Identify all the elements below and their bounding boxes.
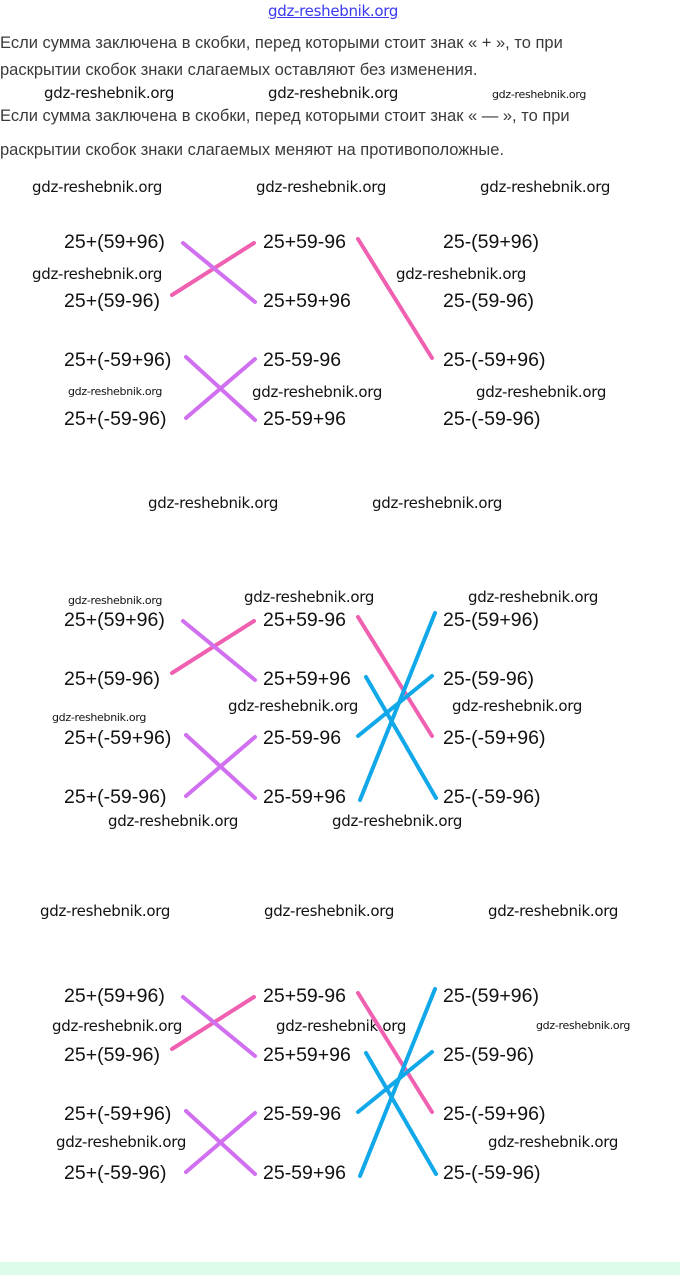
middle-expression: 25+59-96	[263, 609, 346, 631]
right-expression: 25-(59+96)	[443, 609, 539, 631]
right-expression: 25-(-59+96)	[443, 727, 546, 749]
rule-plus-line1: Если сумма заключена в скобки, перед кот…	[0, 34, 563, 52]
watermark: gdz-reshebnik.org	[480, 178, 611, 196]
purple-connection-line	[181, 619, 257, 682]
watermark: gdz-reshebnik.org	[228, 697, 359, 715]
middle-expression: 25+59-96	[263, 985, 346, 1007]
watermark: gdz-reshebnik.org	[536, 1019, 631, 1032]
middle-expression: 25-59+96	[263, 1162, 346, 1184]
left-expression: 25+(-59-96)	[64, 786, 167, 808]
watermark: gdz-reshebnik.org	[268, 84, 399, 102]
watermark: gdz-reshebnik.org	[244, 588, 375, 606]
right-expression: 25-(-59+96)	[443, 1103, 546, 1125]
middle-expression: 25-59-96	[263, 349, 342, 371]
footer-bar	[0, 1262, 680, 1275]
middle-expression: 25+59+96	[263, 290, 351, 312]
middle-expression: 25+59-96	[263, 231, 346, 253]
left-expression: 25+(59+96)	[64, 231, 165, 253]
watermark: gdz-reshebnik.org	[256, 178, 387, 196]
watermark: gdz-reshebnik.org	[148, 494, 279, 512]
purple-connection-line	[181, 995, 257, 1058]
watermark: gdz-reshebnik.org	[32, 265, 163, 283]
watermark: gdz-reshebnik.org	[108, 812, 239, 830]
purple-connection-line	[184, 357, 257, 420]
blue-connection-line	[356, 1050, 434, 1114]
left-expression: 25+(59+96)	[64, 609, 165, 631]
left-expression: 25+(-59-96)	[64, 1162, 167, 1184]
watermark-link[interactable]: gdz-reshebnik.org	[268, 2, 399, 20]
purple-connection-line	[184, 735, 257, 798]
rule-plus-line2: раскрытии скобок знаки слагаемых оставля…	[0, 61, 478, 79]
watermark: gdz-reshebnik.org	[332, 812, 463, 830]
watermark: gdz-reshebnik.org	[68, 594, 163, 607]
rule-minus-line2: раскрытии скобок знаки слагаемых меняют …	[0, 141, 505, 159]
blue-connection-line	[364, 1051, 438, 1176]
left-expression: 25+(-59+96)	[64, 349, 172, 371]
watermark: gdz-reshebnik.org	[52, 711, 147, 724]
pink-connection-line	[356, 991, 434, 1114]
watermark: gdz-reshebnik.org	[468, 588, 599, 606]
middle-expression: 25-59+96	[263, 408, 346, 430]
middle-expression: 25-59+96	[263, 786, 346, 808]
blue-connection-line	[364, 675, 438, 800]
watermark: gdz-reshebnik.org	[372, 494, 503, 512]
watermark: gdz-reshebnik.org	[252, 383, 383, 401]
right-expression: 25-(59-96)	[443, 668, 535, 690]
right-expression: 25-(59+96)	[443, 985, 539, 1007]
right-expression: 25-(59-96)	[443, 290, 535, 312]
right-expression: 25-(-59+96)	[443, 349, 546, 371]
left-expression: 25+(-59+96)	[64, 727, 172, 749]
pink-connection-line	[356, 615, 434, 738]
middle-expression: 25-59-96	[263, 727, 342, 749]
rule-minus-line1: Если сумма заключена в скобки, перед кот…	[0, 107, 570, 125]
watermark: gdz-reshebnik.org	[488, 1133, 619, 1151]
middle-expression: 25+59+96	[263, 1044, 351, 1066]
blue-connection-line	[356, 674, 434, 738]
watermark: gdz-reshebnik.org	[68, 385, 163, 398]
watermark: gdz-reshebnik.org	[488, 902, 619, 920]
left-expression: 25+(-59-96)	[64, 408, 167, 430]
right-expression: 25-(59+96)	[443, 231, 539, 253]
watermark: gdz-reshebnik.org	[56, 1133, 187, 1151]
watermark: gdz-reshebnik.org	[452, 697, 583, 715]
left-expression: 25+(-59+96)	[64, 1103, 172, 1125]
purple-connection-line	[181, 241, 257, 304]
watermark: gdz-reshebnik.org	[264, 902, 395, 920]
watermark: gdz-reshebnik.org	[44, 84, 175, 102]
watermark: gdz-reshebnik.org	[32, 178, 163, 196]
right-expression: 25-(-59-96)	[443, 1162, 541, 1184]
right-expression: 25-(59-96)	[443, 1044, 535, 1066]
watermark: gdz-reshebnik.org	[52, 1017, 183, 1035]
middle-expression: 25+59+96	[263, 668, 351, 690]
left-expression: 25+(59-96)	[64, 290, 160, 312]
left-expression: 25+(59-96)	[64, 1044, 160, 1066]
left-expression: 25+(59-96)	[64, 668, 160, 690]
purple-connection-line	[184, 1111, 257, 1174]
left-expression: 25+(59+96)	[64, 985, 165, 1007]
middle-expression: 25-59-96	[263, 1103, 342, 1125]
watermark: gdz-reshebnik.org	[396, 265, 527, 283]
watermark: gdz-reshebnik.org	[492, 88, 587, 101]
right-expression: 25-(-59-96)	[443, 786, 541, 808]
pink-connection-line	[356, 237, 434, 360]
right-expression: 25-(-59-96)	[443, 408, 541, 430]
watermark: gdz-reshebnik.org	[40, 902, 171, 920]
watermark: gdz-reshebnik.org	[476, 383, 607, 401]
